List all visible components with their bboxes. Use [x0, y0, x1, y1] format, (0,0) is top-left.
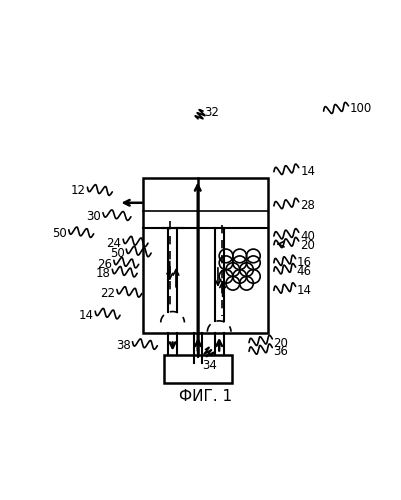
- Text: 14: 14: [79, 309, 94, 322]
- Text: 30: 30: [87, 210, 101, 222]
- Text: 50: 50: [110, 246, 125, 260]
- Text: 24: 24: [107, 236, 122, 250]
- Text: 36: 36: [273, 346, 288, 358]
- Text: 46: 46: [297, 264, 312, 278]
- Bar: [144, 178, 268, 334]
- Text: 12: 12: [71, 184, 86, 197]
- Text: 14: 14: [300, 165, 315, 178]
- Text: 28: 28: [300, 200, 315, 212]
- Text: 32: 32: [204, 106, 219, 118]
- Text: 34: 34: [202, 359, 217, 372]
- Text: 40: 40: [300, 230, 315, 242]
- Text: 18: 18: [96, 267, 111, 280]
- Text: 20: 20: [300, 238, 315, 252]
- Text: 50: 50: [53, 228, 67, 240]
- Text: 22: 22: [100, 287, 115, 300]
- Bar: [164, 355, 232, 383]
- Text: ФИГ. 1: ФИГ. 1: [179, 388, 232, 404]
- Text: 26: 26: [97, 258, 112, 271]
- Text: 16: 16: [297, 256, 312, 270]
- Text: 20: 20: [273, 336, 288, 349]
- Text: 14: 14: [297, 284, 312, 297]
- Text: 100: 100: [350, 102, 372, 116]
- Text: 38: 38: [116, 339, 131, 352]
